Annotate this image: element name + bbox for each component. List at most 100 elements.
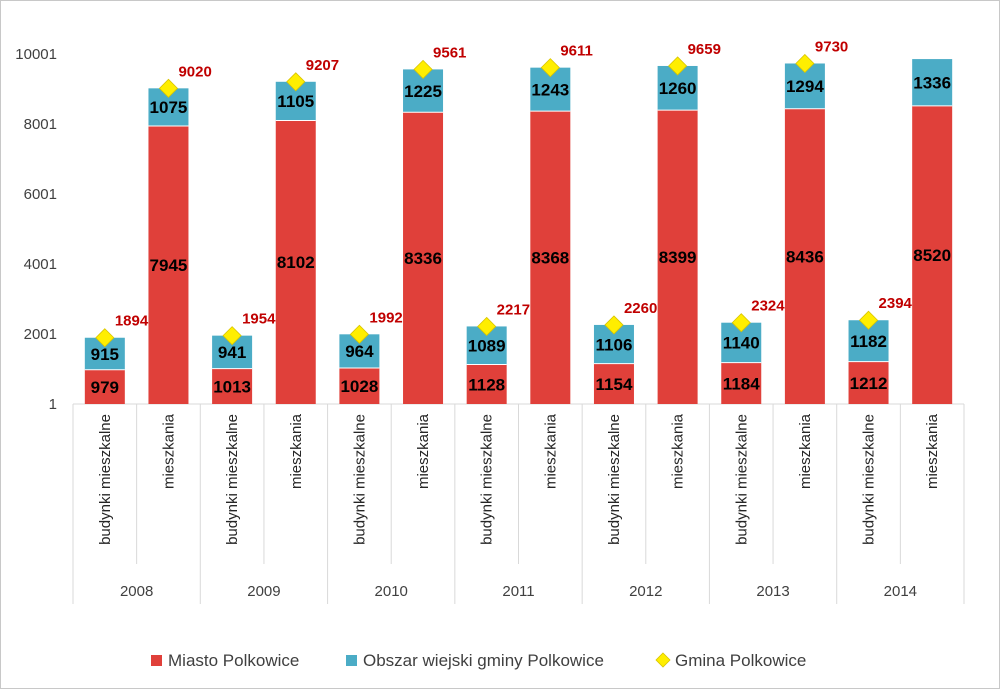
bar-miasto xyxy=(403,112,444,405)
data-label-gmina: 2260 xyxy=(624,300,657,317)
data-label-miasto: 1028 xyxy=(340,377,378,396)
category-label: budynki mieszkalne xyxy=(479,414,496,545)
data-label-miasto: 979 xyxy=(91,378,119,397)
marker-gmina xyxy=(158,78,179,98)
category-label: mieszkania xyxy=(415,413,432,489)
category-label: mieszkania xyxy=(924,413,941,489)
data-label-obszar-wiejski: 1336 xyxy=(913,73,951,92)
data-label-miasto: 1212 xyxy=(850,374,888,393)
data-label-gmina: 9730 xyxy=(815,38,848,55)
marker-gmina xyxy=(731,313,751,333)
marker-gmina xyxy=(604,315,624,335)
marker-gmina xyxy=(858,310,879,330)
bar-miasto xyxy=(84,369,125,404)
bar-miasto xyxy=(593,363,634,404)
year-label: 2011 xyxy=(502,583,534,600)
data-label-obszar-wiejski: 1140 xyxy=(723,334,760,353)
category-label: budynki mieszkalne xyxy=(733,414,750,545)
data-label-obszar-wiejski: 1106 xyxy=(596,335,633,354)
data-label-gmina: 2394 xyxy=(879,295,913,312)
bar-obszar-wiejski xyxy=(912,59,953,106)
data-label-gmina: 9659 xyxy=(688,41,721,58)
data-label-miasto: 8399 xyxy=(659,248,697,267)
data-label-obszar-wiejski: 1260 xyxy=(659,79,697,98)
year-label: 2012 xyxy=(629,583,662,600)
year-label: 2014 xyxy=(884,583,917,600)
category-label: budynki mieszkalne xyxy=(606,414,623,545)
category-label: budynki mieszkalne xyxy=(861,414,878,545)
legend-swatch xyxy=(151,655,162,666)
data-label-miasto: 1128 xyxy=(468,375,505,394)
data-label-miasto: 8368 xyxy=(531,249,569,268)
category-label: mieszkania xyxy=(288,413,305,489)
category-label: budynki mieszkalne xyxy=(97,414,114,545)
data-label-gmina: 9561 xyxy=(433,44,466,61)
y-tick-label: 6001 xyxy=(24,186,57,203)
data-label-gmina: 9020 xyxy=(178,63,211,80)
data-label-miasto: 7945 xyxy=(150,256,188,275)
marker-gmina xyxy=(477,316,497,337)
category-label: budynki mieszkalne xyxy=(351,414,368,545)
data-label-obszar-wiejski: 1089 xyxy=(468,336,506,355)
marker-gmina xyxy=(349,324,369,344)
category-label: budynki mieszkalne xyxy=(224,414,241,545)
category-label: mieszkania xyxy=(670,413,687,489)
year-label: 2008 xyxy=(120,583,153,600)
category-label: mieszkania xyxy=(797,413,814,489)
bar-miasto xyxy=(848,361,889,404)
y-tick-label: 10001 xyxy=(15,46,57,63)
legend-swatch xyxy=(346,655,357,666)
data-label-miasto: 8336 xyxy=(404,249,442,268)
bar-miasto xyxy=(275,120,316,404)
bar-miasto xyxy=(212,368,253,404)
data-label-obszar-wiejski: 1225 xyxy=(404,82,442,101)
data-label-miasto: 1154 xyxy=(596,375,633,394)
marker-gmina xyxy=(795,53,815,74)
bar-miasto xyxy=(784,108,825,405)
data-label-gmina: 1894 xyxy=(115,313,149,330)
data-label-miasto: 1013 xyxy=(213,377,251,396)
bar-miasto xyxy=(912,105,953,405)
y-tick-label: 8001 xyxy=(24,116,57,133)
marker-gmina xyxy=(286,72,306,92)
category-label: mieszkania xyxy=(160,413,177,489)
marker-gmina xyxy=(222,326,242,346)
data-label-gmina: 1992 xyxy=(369,309,402,326)
category-label: mieszkania xyxy=(542,413,559,489)
legend-label: Obszar wiejski gminy Polkowice xyxy=(363,651,604,670)
data-label-gmina: 1954 xyxy=(242,311,276,328)
bar-miasto xyxy=(657,110,698,404)
data-label-miasto: 8436 xyxy=(786,247,824,266)
data-label-obszar-wiejski: 1075 xyxy=(150,98,188,117)
y-tick-label: 4001 xyxy=(24,256,57,273)
data-label-gmina: 2324 xyxy=(751,298,785,315)
y-tick-label: 1 xyxy=(49,396,57,413)
bar-miasto xyxy=(339,368,380,404)
year-label: 2010 xyxy=(375,583,408,600)
data-label-miasto: 8520 xyxy=(913,246,951,265)
y-tick-label: 2001 xyxy=(24,326,57,343)
marker-gmina xyxy=(668,56,688,76)
data-label-obszar-wiejski: 1243 xyxy=(531,80,569,99)
data-label-obszar-wiejski: 1294 xyxy=(786,77,824,96)
data-label-gmina: 9207 xyxy=(306,57,339,74)
data-label-obszar-wiejski: 1105 xyxy=(277,92,314,111)
data-label-miasto: 8102 xyxy=(277,253,315,272)
legend-swatch xyxy=(655,652,671,668)
data-label-gmina: 2217 xyxy=(497,301,530,318)
data-label-obszar-wiejski: 1182 xyxy=(850,332,887,351)
data-label-obszar-wiejski: 941 xyxy=(218,343,246,362)
data-label-miasto: 1184 xyxy=(723,374,760,393)
legend-label: Miasto Polkowice xyxy=(168,651,299,670)
legend-label: Gmina Polkowice xyxy=(675,651,806,670)
data-label-gmina: 9611 xyxy=(560,43,593,60)
marker-gmina xyxy=(413,59,433,79)
data-label-obszar-wiejski: 915 xyxy=(91,345,119,364)
data-label-obszar-wiejski: 964 xyxy=(345,342,374,361)
year-label: 2009 xyxy=(247,583,280,600)
bar-miasto xyxy=(530,111,571,404)
bar-miasto xyxy=(721,362,762,404)
bar-miasto xyxy=(148,125,189,405)
